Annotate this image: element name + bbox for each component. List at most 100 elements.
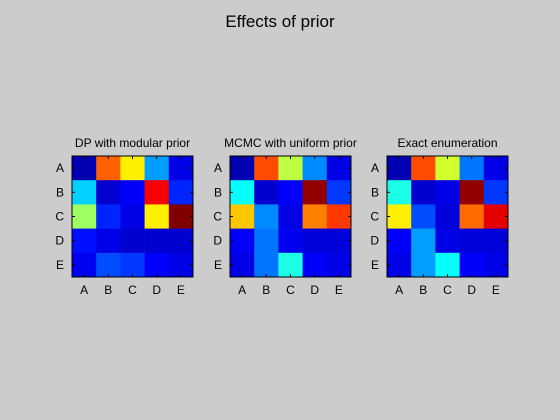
heatmap-cell [72, 228, 97, 254]
heatmap-cell [435, 156, 460, 181]
heatmap-cell [435, 252, 460, 278]
heatmap-cell [144, 156, 170, 181]
heatmap-cell [302, 204, 328, 229]
heatmap-cell [411, 252, 436, 278]
x-tick-label: D [467, 283, 476, 297]
x-tick-label: A [395, 283, 403, 297]
heatmap-cell [168, 252, 194, 278]
y-tick-label: E [371, 258, 379, 272]
y-tick-label: B [214, 185, 222, 199]
y-tick-label: A [56, 161, 64, 175]
heatmap-cell [411, 228, 436, 254]
x-tick-label: C [128, 283, 137, 297]
heatmap-cell [120, 156, 145, 181]
heatmap-cell [459, 228, 485, 254]
heatmap-cell [72, 156, 97, 181]
heatmap-cell [483, 252, 509, 278]
panel-title: MCMC with uniform prior [224, 136, 357, 150]
heatmap-cell [483, 156, 509, 181]
heatmap-cell [254, 252, 279, 278]
heatmap-cell [144, 252, 170, 278]
heatmap-cell [435, 204, 460, 229]
heatmap-cell [278, 228, 303, 254]
heatmap-cell [168, 204, 194, 229]
heatmap-cell [302, 228, 328, 254]
heatmap-cell [326, 252, 352, 278]
heatmap-cell [411, 156, 436, 181]
x-tick-label: B [419, 283, 427, 297]
y-tick-label: C [55, 210, 64, 224]
y-tick-label: D [370, 234, 379, 248]
heatmap-cell [96, 228, 121, 254]
heatmap-cell [230, 204, 255, 229]
heatmap-cell [168, 156, 194, 181]
heatmap-cell [302, 252, 328, 278]
heatmap-cell [168, 180, 194, 205]
y-tick-label: C [370, 210, 379, 224]
heatmap-cell [411, 180, 436, 205]
x-tick-label: C [443, 283, 452, 297]
heatmap-cell [230, 252, 255, 278]
heatmap-cell [96, 252, 121, 278]
figure-title: Effects of prior [225, 12, 335, 31]
y-tick-label: E [56, 258, 64, 272]
heatmap-cell [326, 228, 352, 254]
heatmap-cell [387, 252, 412, 278]
panel-title: DP with modular prior [75, 136, 190, 150]
heatmap-cell [72, 204, 97, 229]
heatmap-cell [230, 180, 255, 205]
heatmap-cell [435, 228, 460, 254]
heatmap-cell [254, 228, 279, 254]
heatmap-cell [230, 156, 255, 181]
y-tick-label: D [55, 234, 64, 248]
heatmap-cell [254, 180, 279, 205]
x-tick-label: D [152, 283, 161, 297]
heatmap-cell [278, 180, 303, 205]
panel-title: Exact enumeration [397, 136, 497, 150]
x-tick-label: E [335, 283, 343, 297]
heatmap-cell [96, 156, 121, 181]
heatmap-cell [278, 204, 303, 229]
heatmap-cell [387, 228, 412, 254]
heatmap-cell [302, 180, 328, 205]
heatmap-cell [144, 228, 170, 254]
heatmap-cell [230, 228, 255, 254]
heatmap-cell [387, 156, 412, 181]
x-tick-label: A [238, 283, 246, 297]
heatmap-cell [459, 156, 485, 181]
x-tick-label: B [104, 283, 112, 297]
y-tick-label: B [371, 185, 379, 199]
y-tick-label: D [213, 234, 222, 248]
x-tick-label: B [262, 283, 270, 297]
heatmap-cell [411, 204, 436, 229]
y-tick-label: E [214, 258, 222, 272]
heatmap-cell [72, 180, 97, 205]
y-tick-label: A [371, 161, 379, 175]
heatmap-cell [483, 228, 509, 254]
heatmap-cell [254, 204, 279, 229]
heatmap-cell [459, 252, 485, 278]
heatmap-cell [72, 252, 97, 278]
heatmap-cell [120, 228, 145, 254]
heatmap-cell [459, 204, 485, 229]
x-tick-label: E [492, 283, 500, 297]
x-tick-label: A [80, 283, 88, 297]
heatmap-cell [387, 180, 412, 205]
heatmap-cell [483, 204, 509, 229]
heatmap-cell [326, 156, 352, 181]
heatmap-cell [96, 204, 121, 229]
heatmap-cell [120, 252, 145, 278]
heatmap-cell [254, 156, 279, 181]
heatmap-cell [120, 180, 145, 205]
heatmap-cell [302, 156, 328, 181]
heatmap-cell [144, 204, 170, 229]
y-tick-label: B [56, 185, 64, 199]
heatmap-cell [144, 180, 170, 205]
heatmap-cell [459, 180, 485, 205]
y-tick-label: C [213, 210, 222, 224]
